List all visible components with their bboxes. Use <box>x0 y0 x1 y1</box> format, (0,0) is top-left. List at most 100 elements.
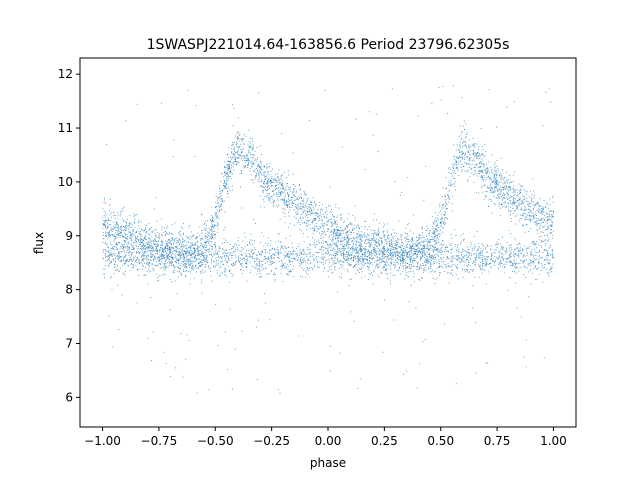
data-point <box>383 266 385 268</box>
data-point <box>271 176 273 178</box>
data-point <box>267 237 269 239</box>
data-point <box>406 255 408 257</box>
data-point <box>111 228 113 230</box>
data-point <box>256 268 258 270</box>
data-point <box>286 185 288 187</box>
data-point <box>478 266 480 268</box>
data-point <box>200 255 202 257</box>
data-point <box>528 264 530 266</box>
data-point <box>344 244 346 246</box>
data-point <box>476 154 478 156</box>
data-point <box>432 238 434 240</box>
data-point <box>483 143 485 145</box>
data-point <box>204 229 206 231</box>
data-point <box>279 199 281 201</box>
data-point <box>334 265 336 267</box>
data-point <box>499 189 501 191</box>
data-point <box>185 263 187 266</box>
data-point <box>200 262 202 264</box>
data-point <box>244 253 246 255</box>
data-point <box>398 252 401 255</box>
data-point <box>325 234 327 236</box>
data-point <box>498 205 500 207</box>
data-point <box>251 138 253 140</box>
data-point <box>504 266 506 268</box>
data-point <box>446 245 448 247</box>
data-point <box>314 227 316 229</box>
data-point <box>201 238 203 240</box>
data-point <box>493 265 495 267</box>
data-point <box>321 256 323 258</box>
data-point <box>266 195 268 197</box>
data-point <box>417 115 419 117</box>
data-point <box>428 254 431 256</box>
data-point <box>230 147 233 150</box>
data-point <box>225 258 227 260</box>
data-point <box>204 250 207 252</box>
data-point <box>213 252 215 254</box>
data-point <box>549 219 551 221</box>
data-point <box>356 249 358 251</box>
data-point <box>231 275 233 277</box>
data-point <box>350 278 353 280</box>
data-point <box>358 226 360 228</box>
data-point <box>263 245 265 248</box>
data-point <box>340 254 342 257</box>
data-point <box>180 233 182 236</box>
data-point <box>272 190 274 192</box>
data-point <box>183 250 185 252</box>
data-point <box>486 362 489 364</box>
data-point <box>126 249 128 251</box>
data-point <box>513 200 515 202</box>
data-point <box>451 203 453 205</box>
data-point <box>291 199 293 201</box>
data-point <box>273 201 275 203</box>
data-point <box>258 165 260 167</box>
data-point <box>379 256 381 259</box>
data-point <box>214 266 216 268</box>
data-point <box>521 259 523 262</box>
data-point <box>353 266 355 268</box>
data-point <box>207 234 209 236</box>
data-point <box>148 240 150 242</box>
data-point <box>205 266 207 268</box>
data-point <box>360 244 363 246</box>
data-point <box>256 169 259 171</box>
data-point <box>146 257 148 259</box>
data-point <box>294 259 296 261</box>
data-point <box>246 244 248 246</box>
data-point <box>361 240 363 242</box>
data-point <box>432 225 434 227</box>
data-point <box>257 181 259 183</box>
data-point <box>426 225 428 227</box>
data-point <box>112 248 114 250</box>
data-point <box>303 210 305 213</box>
data-point <box>363 248 365 250</box>
data-point <box>201 259 203 261</box>
data-point <box>485 190 487 192</box>
data-point <box>170 241 172 243</box>
data-point <box>178 231 181 233</box>
data-point <box>124 270 126 272</box>
data-point <box>259 262 261 264</box>
data-point <box>310 207 312 210</box>
data-point <box>456 156 458 158</box>
data-point <box>422 250 424 252</box>
data-point <box>287 192 289 194</box>
data-point <box>264 255 266 258</box>
data-point <box>285 266 287 268</box>
data-point <box>500 181 502 184</box>
data-point <box>402 270 404 272</box>
data-point <box>324 259 326 262</box>
data-point <box>325 262 327 264</box>
data-point <box>124 274 126 276</box>
data-point <box>328 259 330 261</box>
data-point <box>196 251 198 253</box>
data-point <box>157 251 159 253</box>
data-point <box>334 221 336 223</box>
data-point <box>436 253 438 255</box>
data-point <box>116 258 119 260</box>
data-point <box>365 235 367 237</box>
data-point <box>144 258 146 260</box>
data-point <box>360 236 362 238</box>
